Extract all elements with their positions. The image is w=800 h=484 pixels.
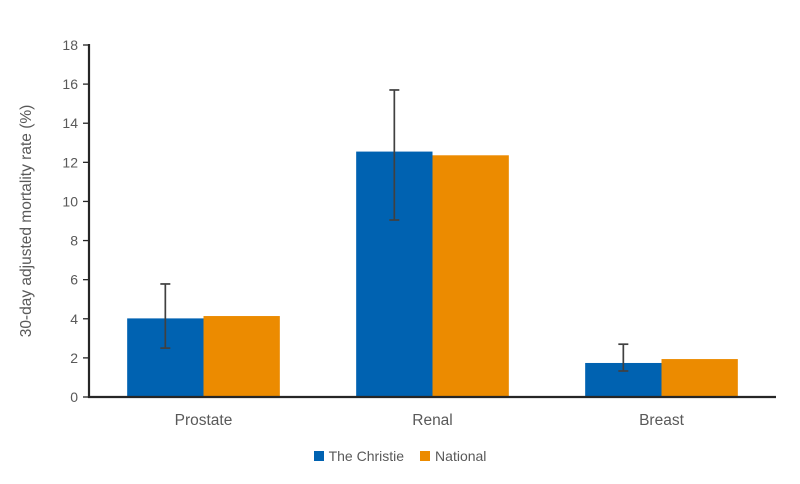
- error-bar-the-christie-prostate: [160, 283, 171, 349]
- y-tick-label-0: 0: [70, 389, 78, 405]
- legend-swatch-national: [420, 451, 431, 461]
- legend-label-national: National: [435, 448, 487, 464]
- error-bar-the-christie-breast: [618, 343, 629, 372]
- error-bar-the-christie-renal: [389, 89, 400, 221]
- bar-national-breast: [661, 359, 738, 397]
- y-tick-label-6: 6: [70, 272, 78, 288]
- y-tick-label-14: 14: [62, 115, 78, 131]
- y-axis-title: 30-day adjusted mortality rate (%): [18, 104, 35, 338]
- y-tick-label-4: 4: [70, 311, 78, 327]
- legend-item-national: National: [420, 449, 486, 463]
- legend-swatch-the-christie: [313, 451, 324, 461]
- y-tick-label-18: 18: [62, 37, 78, 53]
- x-category-label-breast: Breast: [639, 412, 684, 429]
- legend-label-the-christie: The Christie: [328, 448, 405, 464]
- bar-national-prostate: [203, 316, 280, 397]
- x-category-label-renal: Renal: [412, 412, 453, 429]
- bar-national-renal: [432, 155, 509, 397]
- y-tick-label-10: 10: [62, 193, 78, 209]
- y-tick-label-8: 8: [70, 233, 78, 249]
- y-tick-label-12: 12: [62, 154, 78, 170]
- y-tick-label-2: 2: [70, 350, 78, 366]
- legend-item-the-christie: The Christie: [313, 448, 405, 464]
- chart-legend: The Christie National: [0, 449, 800, 463]
- x-category-label-prostate: Prostate: [175, 412, 233, 429]
- y-tick-label-16: 16: [62, 76, 78, 92]
